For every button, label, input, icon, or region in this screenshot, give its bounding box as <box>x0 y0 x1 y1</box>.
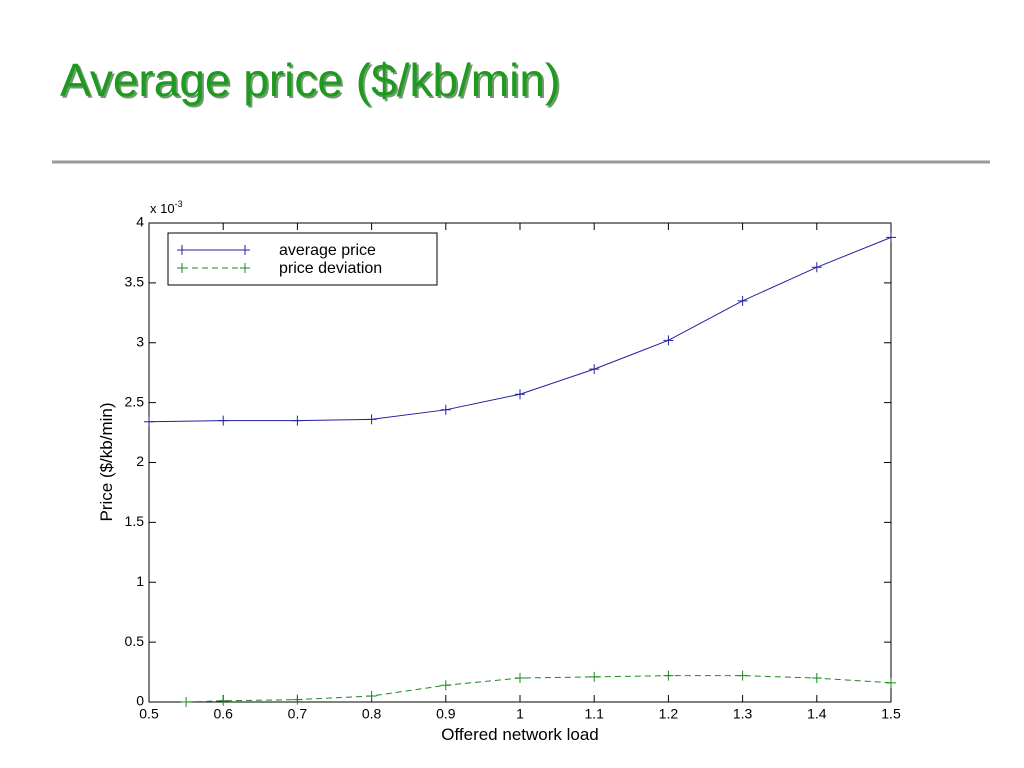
legend-marker <box>177 245 187 255</box>
marker <box>218 415 229 426</box>
legend-marker <box>240 263 250 273</box>
marker <box>589 671 600 682</box>
marker <box>737 670 748 681</box>
marker <box>292 415 303 426</box>
marker <box>181 697 192 707</box>
x-tick-label: 1 <box>516 706 524 722</box>
title-shadow: Average price ($/kb/min) <box>62 56 562 108</box>
marker <box>218 695 229 706</box>
y-tick-label: 1 <box>136 573 144 589</box>
marker <box>811 673 822 684</box>
marker <box>663 670 674 681</box>
marker <box>737 295 748 306</box>
x-tick-label: 0.7 <box>288 706 308 722</box>
x-tick-label: 1.2 <box>659 706 679 722</box>
series-line <box>186 675 892 703</box>
x-tick-label: 1.3 <box>733 706 753 722</box>
legend-box <box>167 232 438 286</box>
marker <box>292 694 303 705</box>
x-tick-label: 0.9 <box>436 706 456 722</box>
x-tick-label: 0.6 <box>213 706 233 722</box>
marker <box>886 232 896 243</box>
y-tick-label: 2 <box>136 453 144 469</box>
y-scale-exponent: -3 <box>175 199 183 209</box>
marker <box>366 414 377 425</box>
y-scale-base: x 10 <box>150 201 175 216</box>
x-tick-label: 1.5 <box>881 706 901 722</box>
y-tick-label: 0.5 <box>125 633 145 649</box>
legend-label: average price <box>279 242 376 259</box>
plot-frame <box>148 222 892 703</box>
y-tick-label: 3.5 <box>125 274 145 290</box>
marker <box>144 416 154 427</box>
x-tick-label: 1.1 <box>584 706 604 722</box>
y-tick-label: 4 <box>136 214 144 230</box>
marker <box>589 364 600 375</box>
marker <box>886 677 896 688</box>
marker <box>663 335 674 346</box>
marker <box>515 673 525 684</box>
y-tick-label: 0 <box>136 693 144 709</box>
x-axis-label: Offered network load <box>441 725 599 744</box>
slide-title: Average price ($/kb/min) <box>60 54 560 106</box>
x-tick-label: 0.8 <box>362 706 382 722</box>
marker <box>515 389 525 400</box>
y-tick-label: 1.5 <box>125 513 145 529</box>
y-scale-label: x 10-3 <box>150 199 183 216</box>
x-tick-label: 1.4 <box>807 706 827 722</box>
marker <box>366 691 377 702</box>
y-tick-label: 3 <box>136 333 144 349</box>
legend-label: price deviation <box>279 260 382 277</box>
legend-marker <box>177 263 187 273</box>
marker <box>440 680 451 691</box>
marker <box>440 404 451 415</box>
y-axis-label: Price ($/kb/min) <box>97 402 116 521</box>
marker <box>811 262 822 273</box>
legend-marker <box>240 245 250 255</box>
y-tick-label: 2.5 <box>125 393 145 409</box>
x-tick-label: 0.5 <box>139 706 159 722</box>
